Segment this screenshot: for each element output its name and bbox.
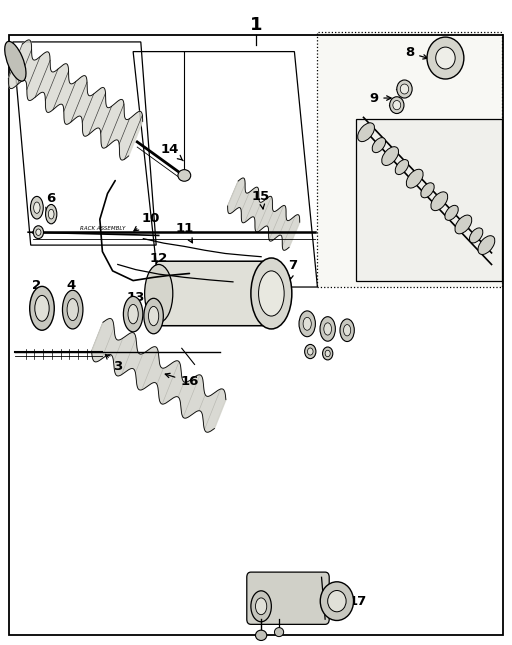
Ellipse shape — [67, 299, 78, 321]
Text: 17: 17 — [342, 595, 367, 608]
Polygon shape — [8, 40, 143, 160]
Ellipse shape — [382, 146, 398, 166]
Ellipse shape — [251, 258, 292, 329]
Ellipse shape — [324, 322, 332, 335]
Ellipse shape — [307, 348, 313, 355]
Ellipse shape — [34, 202, 40, 213]
Ellipse shape — [328, 591, 346, 611]
Text: 9: 9 — [369, 92, 391, 104]
Ellipse shape — [321, 582, 353, 620]
Ellipse shape — [397, 80, 412, 98]
Ellipse shape — [35, 295, 49, 321]
Ellipse shape — [178, 170, 190, 181]
Bar — [317, 32, 502, 287]
Ellipse shape — [372, 137, 386, 153]
Ellipse shape — [303, 317, 311, 330]
Ellipse shape — [251, 591, 271, 622]
Ellipse shape — [305, 344, 316, 359]
Ellipse shape — [31, 196, 43, 219]
Polygon shape — [92, 319, 226, 432]
Text: 5: 5 — [221, 303, 266, 317]
Text: 14: 14 — [161, 143, 183, 161]
Ellipse shape — [48, 209, 54, 219]
Text: 6: 6 — [46, 192, 56, 212]
Ellipse shape — [5, 41, 26, 81]
Text: 1: 1 — [250, 15, 262, 34]
Text: 15: 15 — [252, 190, 270, 209]
Ellipse shape — [30, 286, 54, 330]
Ellipse shape — [421, 183, 434, 198]
Text: 8: 8 — [405, 46, 428, 59]
Text: 2: 2 — [32, 279, 41, 299]
Text: 7: 7 — [288, 259, 297, 280]
Ellipse shape — [436, 47, 455, 69]
Ellipse shape — [36, 229, 41, 235]
Ellipse shape — [455, 215, 472, 234]
Ellipse shape — [427, 37, 464, 79]
Ellipse shape — [340, 319, 354, 342]
Ellipse shape — [259, 271, 284, 316]
Text: 13: 13 — [126, 292, 145, 311]
Text: RACK ASSEMBLY: RACK ASSEMBLY — [80, 226, 125, 231]
Ellipse shape — [400, 84, 409, 94]
Ellipse shape — [148, 306, 159, 326]
Bar — [356, 119, 502, 281]
Ellipse shape — [445, 205, 458, 221]
Ellipse shape — [62, 290, 83, 329]
Ellipse shape — [299, 311, 315, 337]
Ellipse shape — [128, 304, 138, 324]
Ellipse shape — [144, 264, 173, 322]
Text: 10: 10 — [134, 212, 160, 231]
Ellipse shape — [33, 226, 44, 239]
Text: 11: 11 — [175, 223, 194, 243]
Ellipse shape — [274, 628, 284, 637]
FancyBboxPatch shape — [247, 572, 329, 624]
Ellipse shape — [358, 123, 374, 142]
Text: 3: 3 — [105, 354, 122, 373]
Ellipse shape — [395, 159, 409, 175]
Ellipse shape — [390, 97, 404, 114]
Ellipse shape — [255, 598, 267, 615]
Ellipse shape — [407, 169, 423, 188]
Ellipse shape — [255, 630, 267, 640]
Ellipse shape — [478, 235, 495, 255]
Text: 4: 4 — [66, 279, 75, 301]
Text: 16: 16 — [165, 373, 199, 388]
Ellipse shape — [320, 317, 335, 341]
Polygon shape — [228, 178, 300, 250]
Ellipse shape — [144, 298, 163, 334]
Ellipse shape — [470, 228, 483, 243]
Ellipse shape — [46, 204, 57, 224]
Ellipse shape — [325, 350, 330, 357]
Ellipse shape — [393, 101, 401, 110]
Text: 12: 12 — [150, 252, 168, 270]
Ellipse shape — [344, 324, 351, 336]
Text: 18: 18 — [288, 586, 316, 600]
Ellipse shape — [323, 347, 333, 360]
Ellipse shape — [123, 297, 143, 332]
Ellipse shape — [431, 192, 447, 211]
FancyBboxPatch shape — [156, 261, 269, 326]
